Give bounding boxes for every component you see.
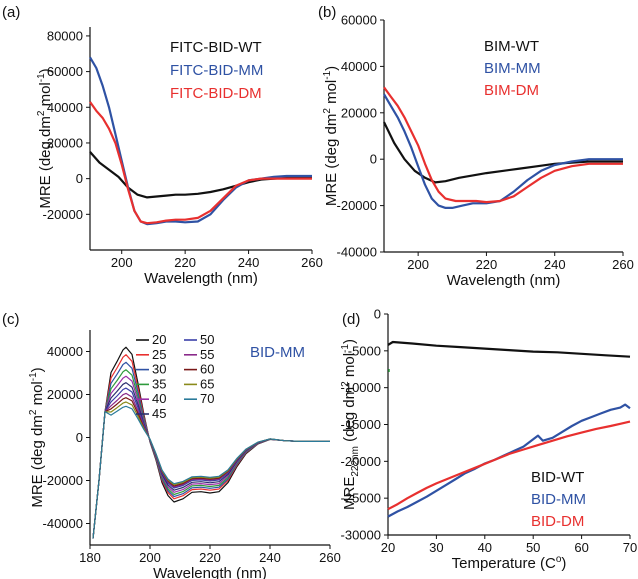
y-tick-label: 20000 [341, 105, 377, 120]
series-line-70 [92, 405, 330, 539]
y-tick-label: -20000 [341, 454, 381, 469]
x-axis-label: Wavelength (nm) [153, 565, 267, 579]
x-tick-label: 30 [429, 540, 443, 555]
x-tick-label: 220 [199, 550, 221, 565]
y-tick-label: -25000 [341, 491, 381, 506]
x-tick-label: 240 [259, 550, 281, 565]
legend-entry: 55 [200, 347, 214, 362]
legend-entry: 60 [200, 362, 214, 377]
y-tick-label: -40000 [43, 516, 83, 531]
legend-entry: 70 [200, 391, 214, 406]
x-tick-label: 220 [174, 255, 196, 270]
y-tick-label: 40000 [47, 344, 83, 359]
x-tick-label: 20 [381, 540, 395, 555]
y-tick-label: 0 [370, 152, 377, 167]
x-tick-label: 260 [612, 257, 634, 272]
x-tick-label: 220 [476, 257, 498, 272]
series-line-50 [92, 387, 330, 539]
x-tick-label: 200 [139, 550, 161, 565]
series-line-65 [92, 401, 330, 539]
x-tick-label: 240 [544, 257, 566, 272]
legend-entry: BID-DM [531, 513, 584, 530]
series-line-bid-mm [387, 403, 631, 518]
y-axis-label: MRE222nm (deg dm2 mol-1) [340, 339, 361, 510]
series-line-55 [92, 392, 330, 539]
y-tick-label: 80000 [47, 28, 83, 43]
panel-label: (a) [2, 4, 20, 21]
panel-c: (c) 180 200 220 240 260 -40000 -20000 0 20000 4000… [2, 311, 341, 579]
legend-entry: 30 [152, 362, 166, 377]
panel-label: (b) [318, 4, 336, 21]
series-line-bim-mm [383, 93, 623, 209]
y-tick-label: -20000 [43, 473, 83, 488]
series-line-60 [92, 397, 330, 539]
x-tick-label: 50 [526, 540, 540, 555]
series-line-bim-wt [383, 121, 623, 184]
panel-d: (d) 20 30 40 50 60 70 -30000 -25000 -20000 -15000 -… [340, 307, 637, 573]
x-axis-label: Wavelength (nm) [447, 272, 561, 289]
series-line-bim-dm [383, 86, 623, 204]
legend-entry: 45 [152, 406, 166, 421]
legend-entry: BID-WT [531, 469, 584, 486]
x-axis-label: Temperature (Co) [452, 554, 567, 572]
legend-entry: BIM-WT [484, 38, 539, 55]
x-tick-label: 180 [79, 550, 101, 565]
x-tick-label: 240 [238, 255, 260, 270]
x-tick-label: 40 [478, 540, 492, 555]
series-line-bid-wt [387, 340, 631, 358]
legend-entry: 20 [152, 332, 166, 347]
x-tick-label: 60 [574, 540, 588, 555]
panel-a: (a) 200 220 240 260 -20000 0 20000 40000 60000 800… [2, 4, 323, 287]
series-line-bid-dm [387, 420, 631, 511]
panel-label: (c) [2, 311, 20, 328]
legend-entry: BID-MM [531, 491, 586, 508]
y-axis-label: MRE (deg dm2 mol-1) [36, 68, 54, 208]
y-tick-label: -10000 [341, 380, 381, 395]
legend-entry: 50 [200, 332, 214, 347]
legend-entry: 65 [200, 376, 214, 391]
x-axis-label: Wavelength (nm) [144, 270, 258, 287]
legend-entry: BIM-DM [484, 82, 539, 99]
y-tick-label: -15000 [341, 417, 381, 432]
y-tick-label: 60000 [341, 13, 377, 28]
legend-entry: 25 [152, 347, 166, 362]
y-tick-label: 20000 [47, 135, 83, 150]
series-line-fitc-bid-mm [89, 56, 312, 226]
legend-entry: FITC-BID-WT [170, 39, 262, 56]
y-tick-label: 40000 [341, 59, 377, 74]
y-tick-label: -20000 [337, 198, 377, 213]
legend-entry: 40 [152, 391, 166, 406]
y-tick-label: 20000 [47, 387, 83, 402]
series-line-fitc-bid-dm [89, 101, 312, 225]
y-tick-label: -40000 [337, 245, 377, 260]
x-tick-label: 200 [407, 257, 429, 272]
y-axis-label: MRE (deg dm2 mol-1) [322, 66, 340, 206]
x-tick-label: 260 [301, 255, 323, 270]
legend-entry: 35 [152, 376, 166, 391]
y-tick-label: 60000 [47, 64, 83, 79]
legend-entry: FITC-BID-DM [170, 85, 262, 102]
y-tick-label: 0 [76, 430, 83, 445]
panel-title: BID-MM [250, 344, 305, 361]
x-tick-label: 70 [623, 540, 637, 555]
panel-b: (b) 200 220 240 260 -40000 -20000 0 20000 40000 60… [318, 4, 634, 289]
legend-entry: FITC-BID-MM [170, 62, 263, 79]
y-tick-label: -5000 [348, 343, 381, 358]
x-tick-label: 260 [319, 550, 341, 565]
legend-entry: BIM-MM [484, 60, 541, 77]
panel-label: (d) [342, 311, 360, 328]
y-tick-label: -20000 [43, 207, 83, 222]
y-tick-label: 40000 [47, 100, 83, 115]
y-tick-label: 0 [76, 171, 83, 186]
y-tick-label: -30000 [341, 528, 381, 543]
x-tick-label: 200 [111, 255, 133, 270]
y-tick-label: 0 [374, 307, 381, 322]
y-axis-label: MRE (deg dm2 mol-1) [28, 367, 46, 507]
